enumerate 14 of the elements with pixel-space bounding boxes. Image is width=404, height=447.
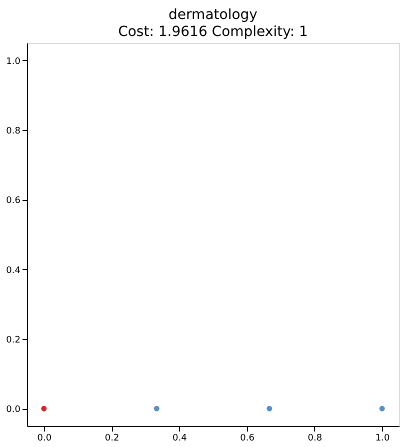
y-tick-label: 1.0 <box>6 56 21 67</box>
x-tick-label: 0.4 <box>172 434 188 444</box>
y-tick-label: 0.8 <box>6 126 21 137</box>
x-tick-label: 0.2 <box>104 434 120 444</box>
x-tick-label: 0.0 <box>37 434 52 444</box>
y-tick-label: 0.6 <box>6 196 21 206</box>
x-tick-label: 0.8 <box>308 434 322 444</box>
chart-subtitle: Cost: 1.9616 Complexity: 1 <box>118 24 308 40</box>
y-tick-label: 0.2 <box>6 335 20 346</box>
chart-title: dermatology <box>168 7 258 23</box>
y-tick-label: 0.4 <box>6 266 21 276</box>
x-tick-label: 1.0 <box>375 434 390 444</box>
y-tick-label: 0.0 <box>6 405 21 416</box>
x-tick-label: 0.6 <box>240 434 255 444</box>
